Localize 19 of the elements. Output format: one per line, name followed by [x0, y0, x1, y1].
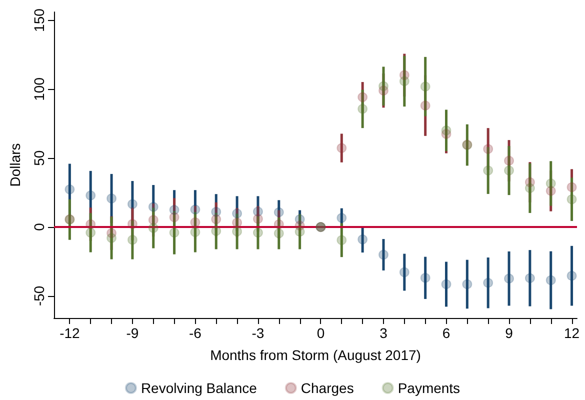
x-axis-title: Months from Storm (August 2017) [210, 347, 421, 363]
x-tick-label: 12 [564, 325, 580, 341]
legend-label: Revolving Balance [140, 380, 258, 396]
x-tick-label: 3 [380, 325, 388, 341]
x-tick-label: -9 [126, 325, 139, 341]
x-tick-label: 6 [442, 325, 450, 341]
y-tick-label: 50 [31, 150, 47, 166]
x-tick-label: -3 [252, 325, 264, 341]
y-axis-title: Dollars [7, 143, 23, 187]
x-tick-label: 9 [505, 325, 514, 341]
x-tick-label: -12 [60, 325, 80, 341]
y-tick-label: 0 [31, 222, 47, 231]
legend-label: Charges [300, 380, 354, 396]
legend-label: Payments [398, 380, 460, 396]
x-tick-label: 0 [316, 325, 325, 341]
y-tick-label: 100 [31, 77, 47, 101]
y-tick-label: -50 [31, 286, 47, 306]
y-tick-label: 150 [31, 8, 47, 32]
x-tick-label: -6 [188, 325, 202, 341]
